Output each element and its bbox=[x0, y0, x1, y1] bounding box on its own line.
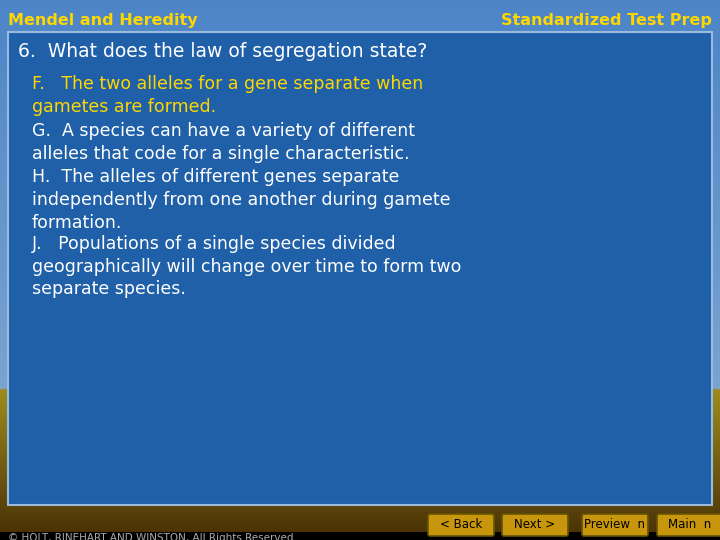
Text: Standardized Test Prep: Standardized Test Prep bbox=[501, 13, 712, 28]
FancyBboxPatch shape bbox=[502, 514, 568, 536]
Text: Mendel and Heredity: Mendel and Heredity bbox=[8, 13, 197, 28]
Text: © HOLT, RINEHART AND WINSTON, All Rights Reserved: © HOLT, RINEHART AND WINSTON, All Rights… bbox=[8, 533, 294, 540]
Text: < Back: < Back bbox=[440, 518, 482, 531]
FancyBboxPatch shape bbox=[0, 532, 720, 540]
Text: J.   Populations of a single species divided
geographically will change over tim: J. Populations of a single species divid… bbox=[32, 234, 462, 299]
Text: 6.  What does the law of segregation state?: 6. What does the law of segregation stat… bbox=[18, 42, 427, 61]
Text: H.  The alleles of different genes separate
independently from one another durin: H. The alleles of different genes separa… bbox=[32, 168, 451, 232]
Text: G.  A species can have a variety of different
alleles that code for a single cha: G. A species can have a variety of diffe… bbox=[32, 122, 415, 163]
FancyBboxPatch shape bbox=[8, 32, 712, 505]
FancyBboxPatch shape bbox=[582, 514, 648, 536]
FancyBboxPatch shape bbox=[428, 514, 494, 536]
Text: Main  n: Main n bbox=[668, 518, 711, 531]
FancyBboxPatch shape bbox=[657, 514, 720, 536]
Text: F.   The two alleles for a gene separate when
gametes are formed.: F. The two alleles for a gene separate w… bbox=[32, 75, 423, 116]
Text: Next >: Next > bbox=[514, 518, 556, 531]
Text: Preview  n: Preview n bbox=[585, 518, 646, 531]
